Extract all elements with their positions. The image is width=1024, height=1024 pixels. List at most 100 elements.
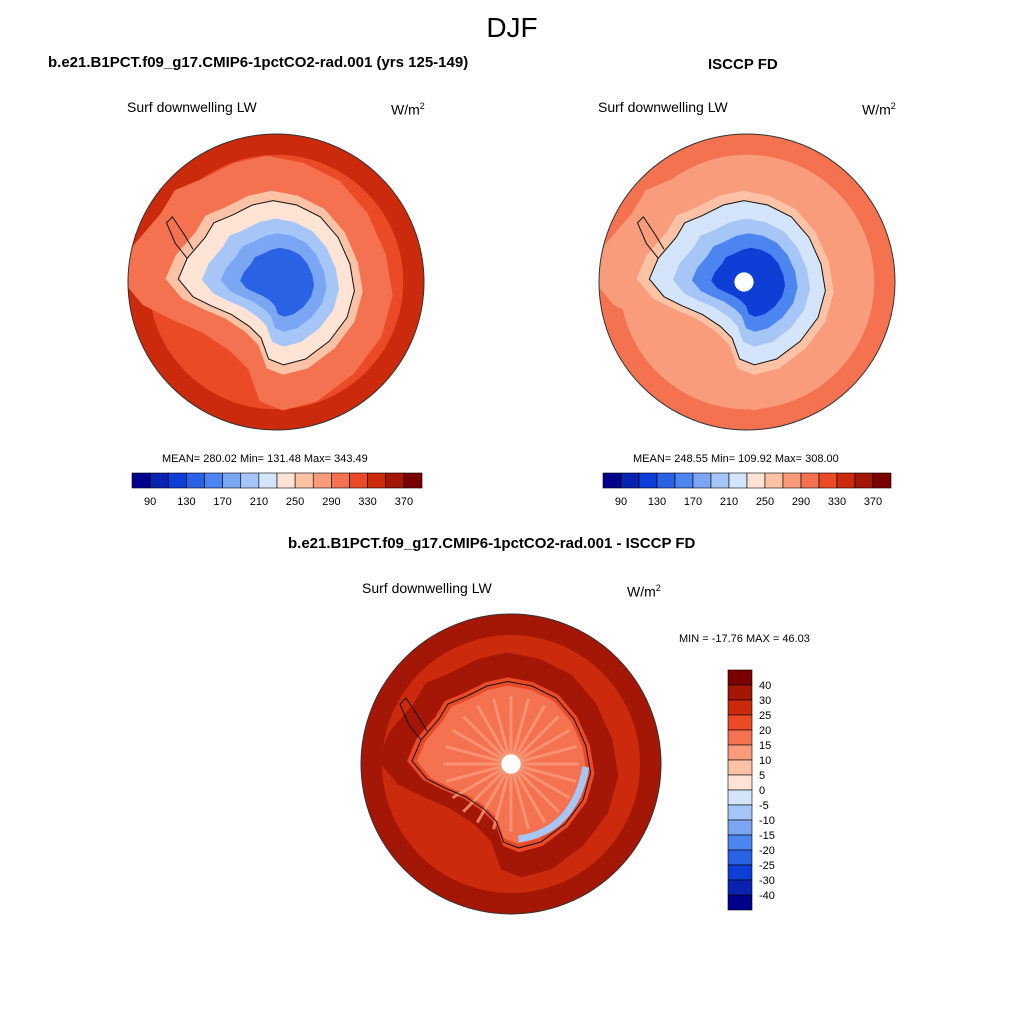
colorbar-tick-label: 25 bbox=[759, 710, 771, 722]
colorbar-swatch bbox=[186, 472, 205, 489]
peninsula-coastline bbox=[399, 697, 428, 741]
colorbar-swatch bbox=[727, 774, 753, 791]
colorbar-tick-label: -15 bbox=[759, 830, 775, 842]
colorbar-swatch bbox=[602, 472, 622, 489]
colorbar-tick-label: 30 bbox=[759, 695, 771, 707]
colorbar-swatch bbox=[167, 472, 187, 489]
colorbar-tick-label: 290 bbox=[792, 496, 810, 508]
panel-3-variable: Surf downwelling LW bbox=[362, 580, 492, 596]
panel-2-title: ISCCP FD bbox=[708, 56, 778, 73]
peninsula-coastline bbox=[636, 216, 665, 259]
colorbar-swatch bbox=[727, 684, 753, 701]
colorbar-swatch bbox=[656, 472, 676, 489]
colorbar-tick-label: 170 bbox=[684, 496, 702, 508]
colorbar-swatch bbox=[727, 894, 753, 911]
colorbar-tick-label: -10 bbox=[759, 815, 775, 827]
colorbar-swatch bbox=[638, 472, 658, 489]
colorbar-tick-label: 370 bbox=[395, 496, 413, 508]
colorbar-swatch bbox=[727, 864, 753, 881]
coastline bbox=[177, 200, 355, 366]
colorbar-tick-label: -5 bbox=[759, 800, 769, 812]
figure-title: DJF bbox=[486, 12, 538, 43]
map-boundary bbox=[598, 133, 896, 431]
colorbar-swatch bbox=[620, 472, 640, 489]
colorbar-swatch bbox=[854, 472, 874, 489]
colorbar-swatch bbox=[872, 472, 892, 489]
peninsula-coastline bbox=[165, 216, 194, 259]
missing-data-pole bbox=[501, 754, 521, 774]
colorbar-panel-3: 40 30 25 20 15 10 5 0 -5 -10 -15 -20 -25 -30 -40 bbox=[727, 669, 775, 911]
panel-2-variable: Surf downwelling LW bbox=[598, 99, 728, 115]
colorbar-swatch bbox=[727, 789, 753, 806]
map-boundary bbox=[360, 613, 662, 915]
colorbar-swatch bbox=[727, 699, 753, 716]
colorbar-swatch bbox=[764, 472, 784, 489]
colorbar-tick-label: -20 bbox=[759, 845, 775, 857]
colorbar-tick-label: 370 bbox=[864, 496, 882, 508]
colorbar-swatch bbox=[836, 472, 856, 489]
panel-2-stats: MEAN= 248.55 Min= 109.92 Max= 308.00 bbox=[633, 453, 839, 465]
colorbar-swatch bbox=[727, 729, 753, 746]
colorbar-swatch bbox=[331, 472, 350, 489]
colorbar-swatch bbox=[782, 472, 802, 489]
missing-data-pole bbox=[734, 272, 754, 292]
colorbar-tick-label: 0 bbox=[759, 785, 765, 797]
colorbar-tick-label: 15 bbox=[759, 740, 771, 752]
colorbar-swatch bbox=[710, 472, 730, 489]
colorbar-swatch bbox=[818, 472, 838, 489]
colorbar-tick-label: 5 bbox=[759, 770, 765, 782]
colorbar-swatch bbox=[240, 472, 260, 489]
panel-1-title: b.e21.B1PCT.f09_g17.CMIP6-1pctCO2-rad.00… bbox=[48, 54, 469, 71]
colorbar-swatch bbox=[727, 759, 753, 776]
map-overlays bbox=[127, 133, 896, 915]
panel-2-units: W/m2 bbox=[862, 101, 896, 118]
colorbar-tick-label: 130 bbox=[177, 496, 195, 508]
colorbar-tick-label: -40 bbox=[759, 890, 775, 902]
colorbar-swatch bbox=[727, 879, 753, 896]
colorbar-swatch bbox=[727, 804, 753, 821]
colorbar-swatch bbox=[258, 472, 278, 489]
colorbar-tick-label: 330 bbox=[358, 496, 376, 508]
panel-3-units: W/m2 bbox=[627, 583, 661, 600]
coastline bbox=[411, 680, 592, 849]
colorbar-swatch bbox=[727, 744, 753, 761]
map-panel-1 bbox=[128, 134, 424, 430]
colorbar-tick-label: 10 bbox=[759, 755, 771, 767]
colorbar-swatch bbox=[800, 472, 820, 489]
colorbar-swatch bbox=[385, 472, 405, 489]
coastline bbox=[648, 200, 826, 366]
colorbar-swatch bbox=[728, 472, 748, 489]
colorbar-tick-label: -30 bbox=[759, 875, 775, 887]
colorbar-tick-label: 20 bbox=[759, 725, 771, 737]
panel-3-stats: MIN = -17.76 MAX = 46.03 bbox=[679, 633, 810, 645]
colorbar-panel-1: 90 130 170 210 250 290 330 370 bbox=[131, 472, 423, 508]
colorbar-tick-label: 330 bbox=[828, 496, 846, 508]
colorbar-tick-label: 210 bbox=[250, 496, 268, 508]
colorbar-swatch bbox=[746, 472, 766, 489]
colorbar-tick-label: 210 bbox=[720, 496, 738, 508]
colorbar-swatch bbox=[204, 472, 223, 489]
colorbar-tick-label: 250 bbox=[756, 496, 774, 508]
panel-1-variable: Surf downwelling LW bbox=[127, 99, 257, 115]
panel-1-stats: MEAN= 280.02 Min= 131.48 Max= 343.49 bbox=[162, 453, 368, 465]
colorbar-tick-label: 90 bbox=[144, 496, 156, 508]
colorbar-swatch bbox=[403, 472, 423, 489]
field-zone bbox=[240, 247, 315, 317]
colorbar-tick-label: 250 bbox=[286, 496, 304, 508]
field-zone bbox=[443, 696, 579, 832]
colorbar-swatch bbox=[674, 472, 694, 489]
colorbar-swatch bbox=[131, 472, 151, 489]
colorbar-tick-label: 40 bbox=[759, 680, 771, 692]
colorbar-swatch bbox=[367, 472, 387, 489]
colorbar-tick-label: 90 bbox=[615, 496, 627, 508]
colorbar-swatch bbox=[276, 472, 296, 489]
colorbar-tick-label: 170 bbox=[213, 496, 231, 508]
colorbar-swatch bbox=[727, 819, 753, 836]
colorbar-panel-2: 90 130 170 210 250 290 330 370 bbox=[602, 472, 892, 508]
colorbar-swatch bbox=[727, 834, 753, 851]
colorbar-swatch bbox=[727, 714, 753, 731]
colorbar-swatch bbox=[222, 472, 242, 489]
colorbar-swatch bbox=[294, 472, 314, 489]
colorbar-tick-label: 130 bbox=[648, 496, 666, 508]
map-boundary bbox=[127, 133, 425, 431]
